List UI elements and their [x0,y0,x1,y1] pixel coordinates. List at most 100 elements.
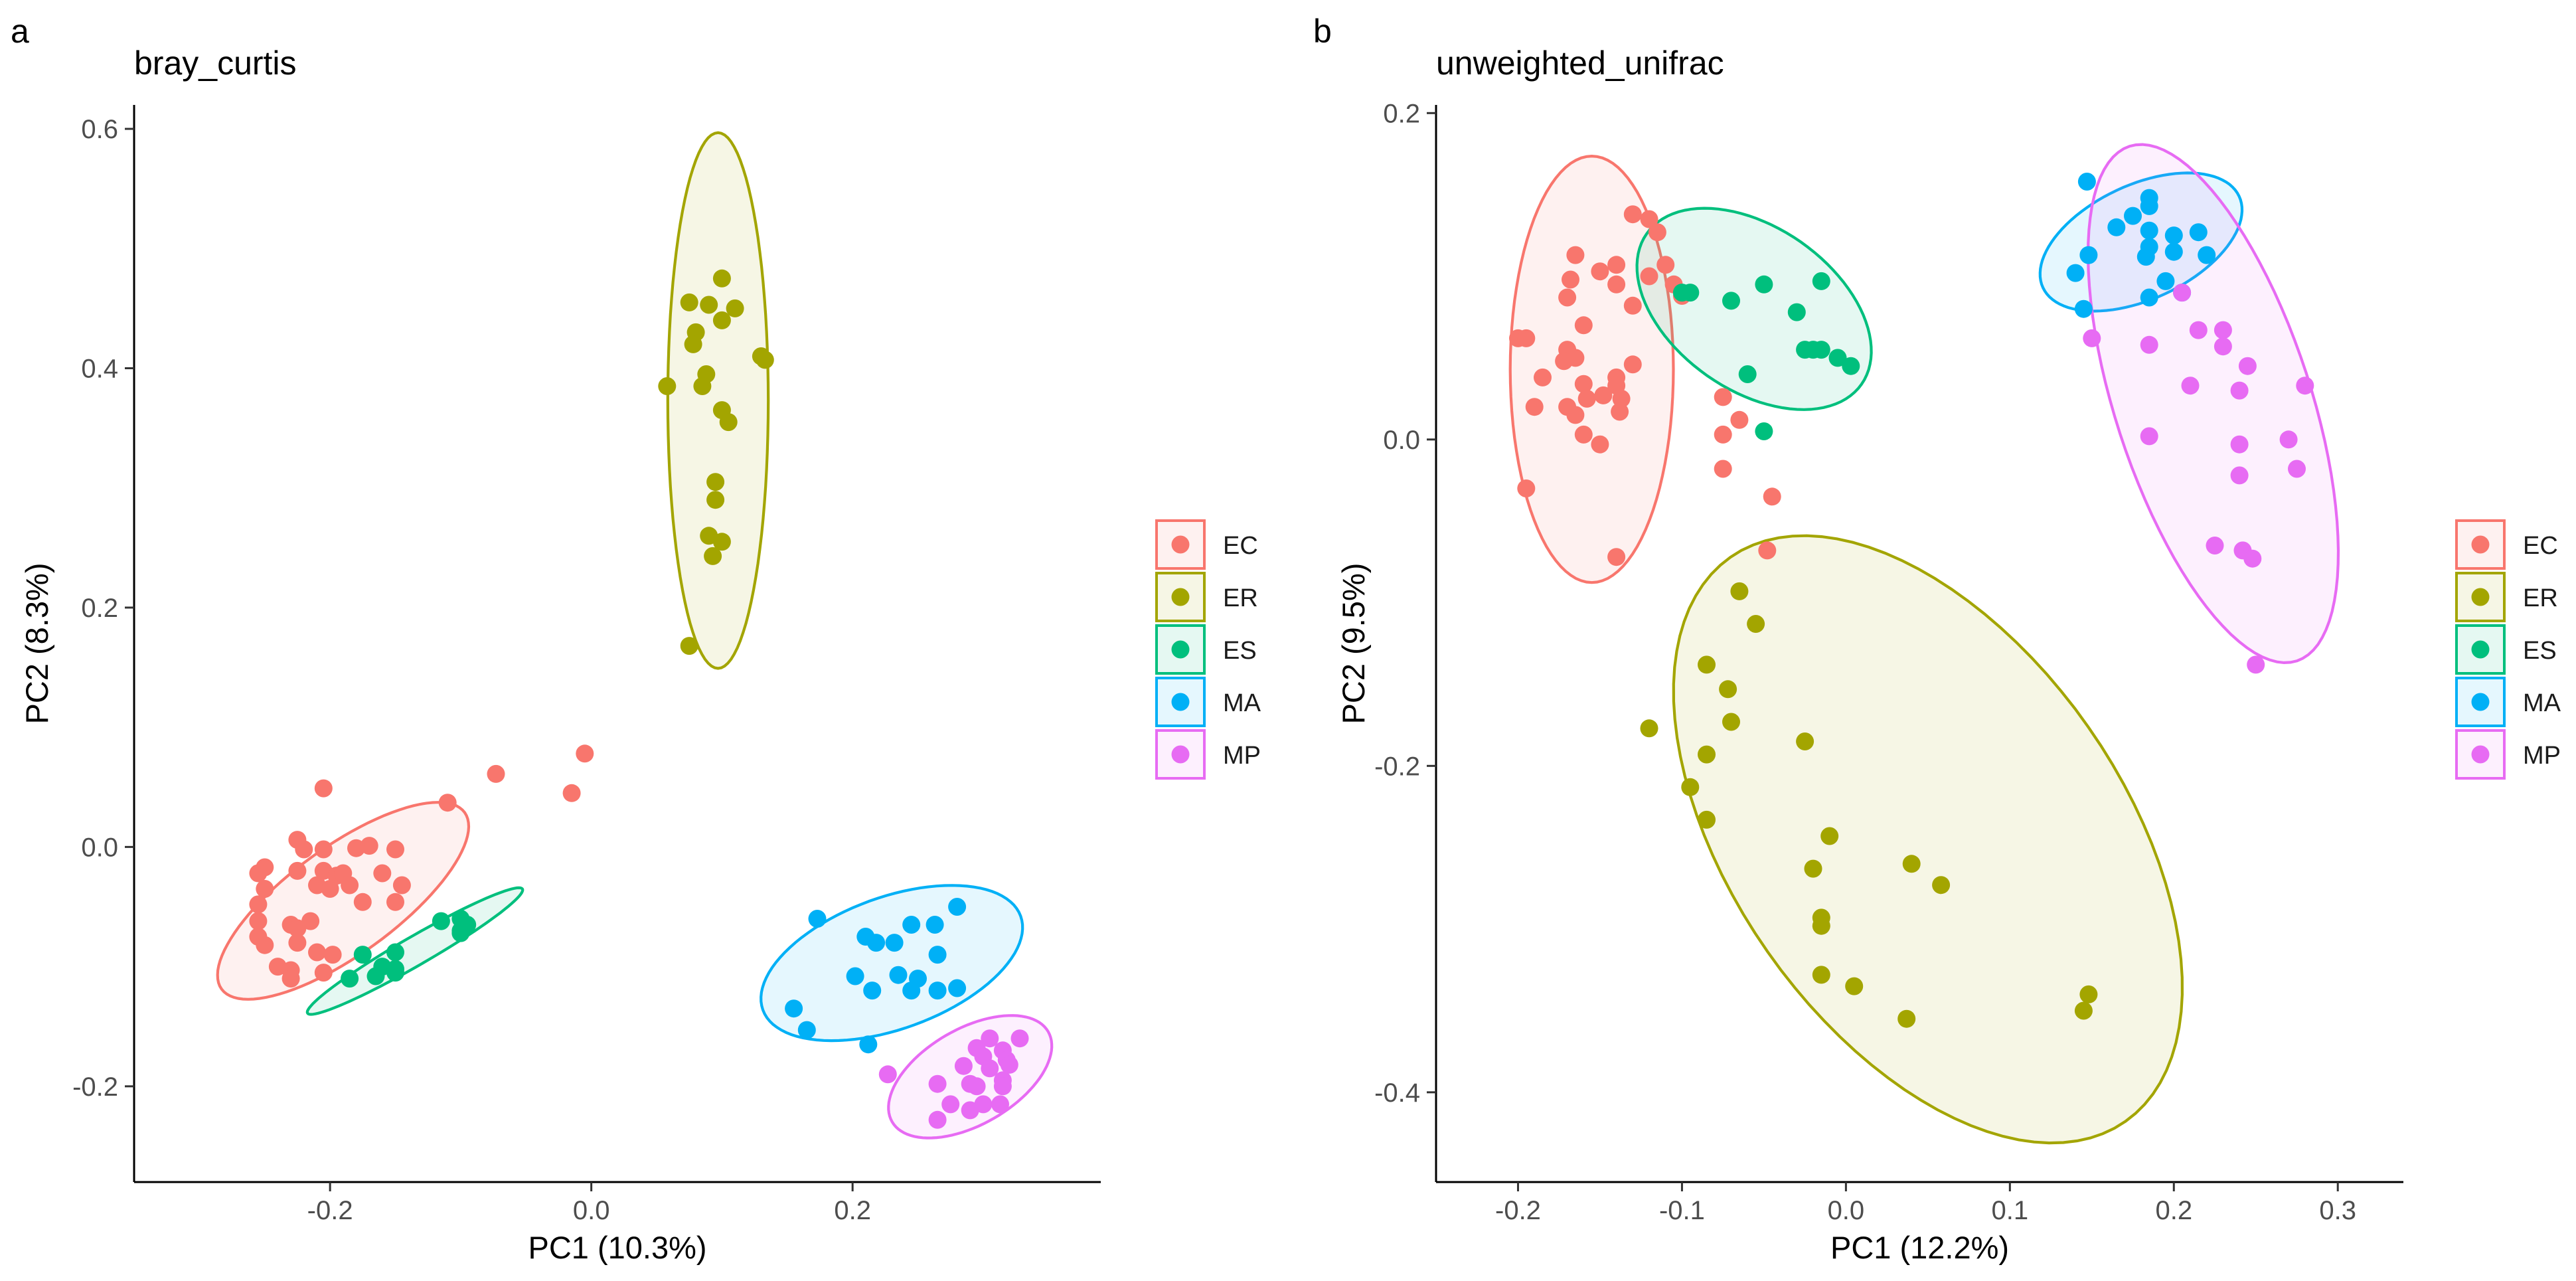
legend-marker [1171,588,1190,606]
point-mp [993,1077,1012,1096]
point-mp [2083,329,2101,347]
point-mp [954,1057,973,1075]
point-ma [2164,226,2183,245]
point-ma [885,934,904,952]
point-ec [314,840,333,859]
legend-marker [2471,588,2490,606]
point-es [353,946,372,964]
y-axis-label: PC2 (9.5%) [1336,563,1371,725]
point-ma [2140,221,2158,240]
point-ec [1525,398,1544,416]
point-ec [562,784,581,802]
point-ec [323,946,342,964]
point-ma [2079,246,2098,264]
legend-marker [2471,640,2490,659]
point-mp [2140,427,2158,446]
point-ma [859,1035,878,1054]
y-tick-label: 0.4 [81,354,118,383]
point-er [684,335,702,353]
point-es [386,943,404,962]
point-ec [576,744,594,763]
point-mp [2230,435,2249,454]
ellipse-er [1672,534,2184,1145]
point-ec [1574,425,1593,444]
point-ec [1714,425,1732,444]
point-er [1640,719,1658,738]
point-er [719,413,738,432]
legend-item-ec: EC [1155,519,1258,570]
point-er [726,299,744,317]
legend-item-es: ES [1155,624,1257,675]
point-ec [256,880,274,898]
point-es [451,924,470,942]
x-tick-label: 0.2 [2155,1196,2192,1225]
point-es [1828,349,1847,367]
y-tick-label: -0.4 [1374,1078,1420,1108]
point-ma [2198,246,2216,264]
ellipse-er [666,131,770,670]
x-tick-label: 0.0 [1828,1196,1865,1225]
point-ec [438,794,457,812]
point-mp [2247,655,2265,674]
point-es [1755,422,1773,440]
point-ec [1517,329,1536,347]
point-er [1719,680,1737,699]
y-tick-label: 0.0 [81,833,118,862]
point-ec [249,864,268,883]
series-ec [249,744,594,988]
legend-item-mp: MP [1155,729,1261,780]
point-ma [928,946,947,964]
point-mp [2206,537,2224,555]
point-ma [863,982,882,1000]
point-ec [314,964,333,982]
point-er [1698,655,1716,674]
point-ma [867,934,886,952]
point-er [680,293,698,311]
y-tick-label: 0.6 [81,115,118,144]
chart-title: bray_curtis [134,44,297,82]
point-er [712,533,731,551]
legend-label: MA [2523,689,2561,717]
x-tick-label: -0.2 [307,1196,353,1225]
point-mp [981,1029,999,1048]
x-tick-label: 0.1 [1992,1196,2029,1225]
point-ma [2136,248,2155,266]
point-ma [948,979,967,997]
point-ec [1640,210,1658,228]
point-ec [1577,389,1596,408]
point-mp [2214,321,2232,339]
point-mp [1000,1055,1018,1074]
point-er [1698,810,1716,829]
legend-label: EC [1223,532,1258,560]
point-ec [1714,460,1732,478]
legend-label: MP [2523,742,2561,770]
panel-label-a: a [11,13,29,50]
point-ma [2140,197,2158,215]
point-mp [2181,377,2200,395]
point-er [1845,977,1864,995]
x-tick-label: -0.1 [1659,1196,1705,1225]
point-er [1812,916,1830,935]
point-ec [1591,262,1609,281]
point-ma [808,910,827,928]
point-mp [1010,1029,1029,1048]
point-mp [2230,466,2249,485]
point-ec [1623,355,1642,374]
point-mp [2214,337,2232,356]
point-er [1820,827,1839,845]
point-ec [1566,246,1585,264]
series-ec [1509,205,1781,566]
point-er [712,311,731,329]
point-er [2079,985,2098,1003]
point-ec [373,864,392,883]
series-er [1640,582,2098,1028]
point-ma [948,898,967,916]
point-mp [981,1059,999,1078]
series-mp [2083,284,2314,674]
x-axis-label: PC1 (10.3%) [528,1230,706,1265]
series-es [341,910,477,988]
legend-item-er: ER [1155,572,1258,622]
legend: EC ER ES MA MP [1155,519,1261,780]
point-er [700,296,718,314]
point-ec [1558,288,1577,307]
